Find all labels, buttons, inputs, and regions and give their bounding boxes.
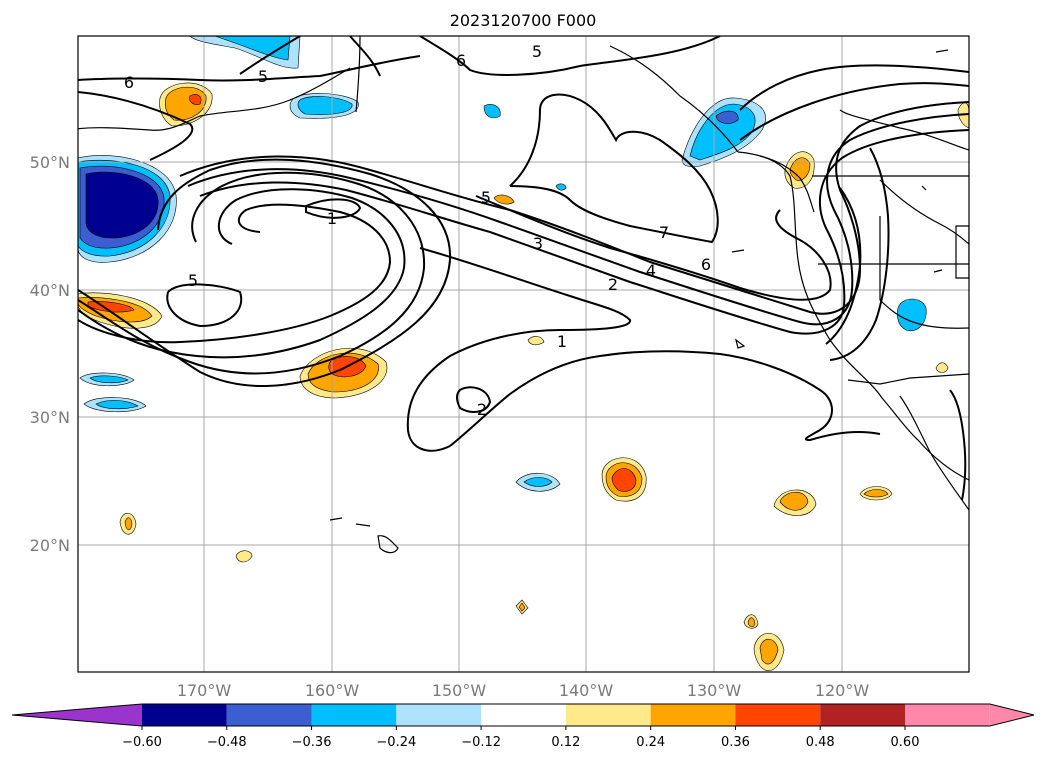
contour-6-nw	[78, 55, 421, 82]
contour-label: 5	[188, 271, 198, 290]
longitude-labels: 170°W 160°W 150°W 140°W 130°W 120°W	[177, 681, 870, 700]
contour-label: 1	[327, 209, 337, 228]
lon-label: 160°W	[305, 681, 360, 700]
positive-anomaly-hawaii	[235, 550, 253, 563]
colorbar-segment	[481, 704, 566, 726]
contour-label: 6	[124, 73, 134, 92]
contour-mid-1	[78, 158, 452, 388]
contour-6-mid	[475, 195, 832, 301]
contour-5-west	[166, 283, 243, 328]
contour-label: 4	[646, 261, 656, 280]
contour-label: 2	[477, 400, 487, 419]
colorbar-tick-label: −0.48	[207, 735, 247, 750]
contour-7	[509, 93, 719, 244]
colorbar-extend-low	[12, 704, 142, 726]
negative-anomaly-west	[78, 155, 177, 263]
contour-label: 5	[258, 67, 268, 86]
colorbar-tick-label: 0.24	[636, 735, 665, 750]
colorbar-tick-label: −0.60	[122, 735, 162, 750]
colorbar-tick-label: −0.36	[292, 735, 332, 750]
colorbar-segment	[905, 704, 990, 726]
contour-mid-4	[78, 203, 392, 344]
positive-anomaly-small-2	[527, 336, 545, 346]
lon-label: 140°W	[559, 681, 614, 700]
contour-5-north	[239, 36, 301, 75]
contour-label: 6	[701, 255, 711, 274]
contour-mid-2	[78, 171, 426, 375]
lat-label: 50°N	[30, 153, 70, 172]
contour-label: 3	[533, 234, 543, 253]
colorbar: −0.60 −0.48 −0.36 −0.24 −0.12 0.12 0.24 0.36 0.4…	[11, 703, 1035, 750]
contour-east-outer	[739, 82, 969, 141]
colorbar-segment	[311, 704, 397, 726]
contour-6-east	[739, 64, 969, 111]
map-area: 6 5 6 5 1 5 5 3 7 6 4 2 1 2	[78, 36, 969, 672]
colorbar-segment	[396, 704, 482, 726]
contour-label: 1	[557, 332, 567, 351]
contour-jet-1	[199, 129, 969, 335]
lat-label: 20°N	[30, 536, 70, 555]
colorbar-tick-label: 0.36	[721, 735, 750, 750]
negative-anomaly-east	[896, 298, 927, 332]
colorbar-tick-label: −0.12	[461, 735, 501, 750]
negative-anomaly-small	[483, 104, 501, 119]
colorbar-extend-high	[989, 704, 1034, 726]
lon-label: 170°W	[177, 681, 232, 700]
contour-1-south	[449, 350, 881, 447]
lat-label: 30°N	[30, 408, 70, 427]
colorbar-segment	[142, 704, 227, 726]
latitude-labels: 50°N 40°N 30°N 20°N	[30, 153, 70, 555]
lat-label: 40°N	[30, 281, 70, 300]
contour-labels: 6 5 6 5 1 5 5 3 7 6 4 2 1 2	[124, 42, 711, 419]
colorbar-tick-label: 0.12	[551, 735, 580, 750]
contour-east-inner-1	[829, 147, 890, 361]
contour-jet-3	[179, 101, 969, 315]
contour-1-loop	[305, 198, 362, 219]
contour-6-top	[419, 36, 721, 76]
colorbar-tick-label: 0.48	[806, 735, 835, 750]
colorbar-tick-label: −0.24	[376, 735, 416, 750]
contour-label: 7	[659, 223, 669, 242]
lon-label: 120°W	[815, 681, 870, 700]
contour-label: 2	[608, 275, 618, 294]
contour-5-north-2	[349, 36, 381, 77]
map-frame	[77, 35, 970, 673]
contour-mid-3	[78, 188, 406, 359]
contour-east-inner-3	[949, 389, 967, 501]
colorbar-segment	[226, 704, 312, 726]
contour-2	[406, 247, 631, 452]
colorbar-segment	[735, 704, 821, 726]
colorbar-segment	[820, 704, 905, 726]
colorbar-segment	[565, 704, 651, 726]
colorbar-tick-label: 0.60	[891, 735, 920, 750]
contour-outer-west	[78, 91, 194, 161]
positive-anomaly-small	[493, 194, 515, 205]
contours	[78, 36, 969, 501]
colorbar-segment	[650, 704, 736, 726]
contour-east-inner-2	[825, 187, 862, 345]
contour-label: 5	[532, 42, 542, 61]
contour-label: 5	[481, 188, 491, 207]
lon-label: 150°W	[432, 681, 487, 700]
lon-label: 130°W	[687, 681, 742, 700]
contour-2-south-loop	[456, 386, 492, 413]
positive-anomaly-edge	[957, 102, 969, 129]
contour-label: 6	[456, 51, 466, 70]
map-title: 2023120700 F000	[450, 11, 597, 30]
contour-jet-2	[187, 113, 969, 326]
